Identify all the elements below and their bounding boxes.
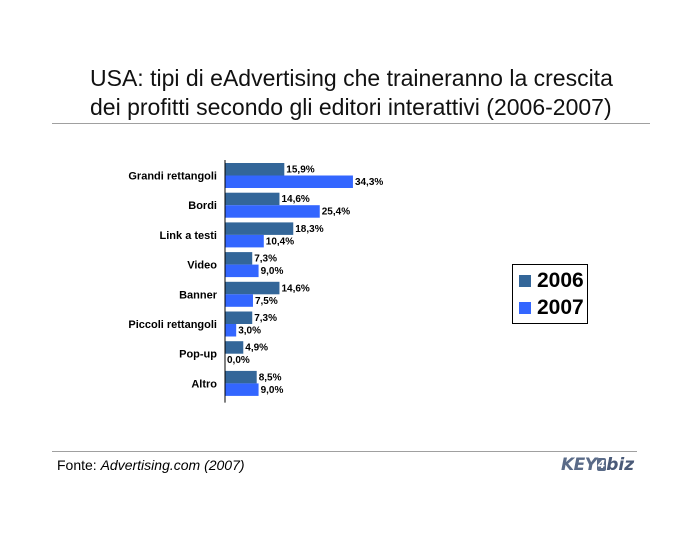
logo-part-1: KEY: [561, 455, 597, 475]
data-label-pop-up-2006: 4,9%: [245, 343, 268, 354]
data-label-video-2007: 9,0%: [261, 266, 284, 277]
bar-altro-2007: [225, 383, 259, 396]
data-label-bordi-2006: 14,6%: [281, 194, 309, 205]
bar-video-2007: [225, 264, 259, 278]
category-label-altro: Altro: [191, 378, 217, 390]
data-label-altro-2006: 8,5%: [259, 372, 282, 383]
bar-banner-2006: [225, 281, 280, 295]
data-label-video-2006: 7,3%: [254, 254, 277, 265]
logo-part-3: biz: [606, 455, 635, 475]
chart-title: USA: tipi di eAdvertising che trainerann…: [90, 64, 680, 122]
category-label-pop-up: Pop-up: [179, 349, 217, 361]
logo-part-2: 4: [596, 458, 607, 471]
bar-pop-up-2006: [225, 341, 244, 354]
data-label-link-a-testi-2006: 18,3%: [295, 224, 323, 235]
bar-bordi-2007: [225, 205, 320, 218]
category-label-bordi: Bordi: [188, 200, 217, 212]
title-divider: [52, 123, 650, 124]
bar-link-a-testi-2007: [225, 234, 264, 248]
legend-item-2006: 2006: [519, 270, 584, 292]
data-label-grandi-rettangoli-2006: 15,9%: [286, 165, 314, 176]
category-label-video: Video: [187, 260, 217, 272]
category-label-banner: Banner: [179, 289, 218, 301]
title-line-1: USA: tipi di eAdvertising che trainerann…: [90, 65, 613, 91]
source-prefix: Fonte:: [57, 457, 101, 473]
title-line-2: dei profitti secondo gli editori interat…: [90, 94, 612, 120]
data-label-piccoli-rettangoli-2006: 7,3%: [254, 313, 277, 324]
data-label-piccoli-rettangoli-2007: 3,0%: [238, 326, 261, 337]
data-label-banner-2007: 7,5%: [255, 296, 278, 307]
data-label-banner-2006: 14,6%: [281, 283, 309, 294]
legend-item-2007: 2007: [519, 297, 584, 319]
legend-label-2006: 2006: [537, 269, 584, 292]
bar-bordi-2006: [225, 192, 280, 206]
legend-swatch-2006: [519, 275, 531, 287]
footer-divider: [52, 451, 637, 452]
source-note: Fonte: Advertising.com (2007): [57, 457, 245, 473]
source-name: Advertising.com (2007): [100, 457, 245, 473]
key4biz-logo: KEY4biz: [561, 455, 641, 475]
category-label-link-a-testi: Link a testi: [160, 230, 217, 242]
legend: 2006 2007: [512, 264, 588, 324]
bar-grandi-rettangoli-2006: [225, 163, 285, 176]
category-label-grandi-rettangoli: Grandi rettangoli: [128, 171, 217, 183]
data-label-pop-up-2007: 0,0%: [227, 355, 250, 366]
bar-banner-2007: [225, 294, 253, 307]
legend-swatch-2007: [519, 302, 531, 314]
bar-piccoli-rettangoli-2007: [225, 324, 237, 337]
data-label-grandi-rettangoli-2007: 34,3%: [355, 177, 383, 188]
data-label-altro-2007: 9,0%: [261, 385, 284, 396]
bar-altro-2006: [225, 370, 257, 384]
bar-video-2006: [225, 252, 253, 265]
category-label-piccoli-rettangoli: Piccoli rettangoli: [128, 319, 217, 331]
legend-label-2007: 2007: [537, 296, 584, 319]
data-label-bordi-2007: 25,4%: [322, 207, 350, 218]
data-label-link-a-testi-2007: 10,4%: [266, 236, 294, 247]
bar-link-a-testi-2006: [225, 222, 294, 235]
bar-grandi-rettangoli-2007: [225, 175, 353, 188]
bar-piccoli-rettangoli-2006: [225, 311, 253, 324]
